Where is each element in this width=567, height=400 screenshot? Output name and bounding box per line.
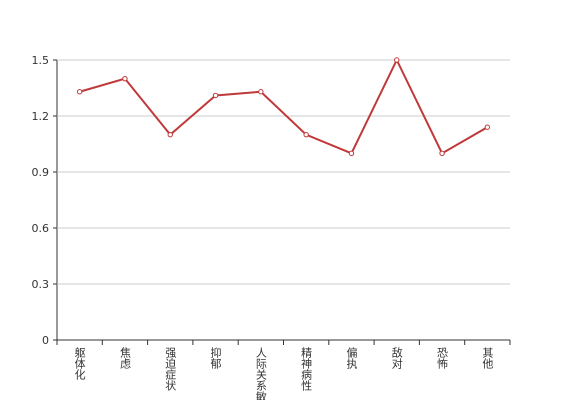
x-tick-label: 偏执 [345,346,358,370]
x-tick-label: 焦虑 [118,347,131,369]
y-tick-label: 0.9 [32,166,50,179]
point [122,75,128,82]
x-tick-label: 其他 [481,347,494,369]
y-tick-label: 0 [42,334,49,347]
x-tick-label: 躯体化 [73,347,86,381]
x-tick-label: 恐怖 [436,347,449,369]
point [303,131,309,138]
point [394,57,400,63]
y-tick-label: 1.5 [32,54,50,67]
point [258,89,264,95]
y-tick-label: 0.6 [32,222,50,235]
point [439,150,445,157]
x-tick-label: 抑郁 [209,346,222,369]
y-tick-label: 0.3 [32,278,50,291]
point [484,124,491,130]
x-tick-label: 敌对 [390,346,403,369]
series-line [79,57,488,155]
x-tick-label: 强迫症状 [164,347,177,391]
point [167,131,173,138]
point [76,89,83,95]
x-tick-label: 精神病性 [300,347,313,392]
point [348,150,355,157]
point [212,92,219,99]
y-tick-label: 1.2 [32,110,50,123]
x-tick-label: 人际关系敏感 [254,347,267,400]
